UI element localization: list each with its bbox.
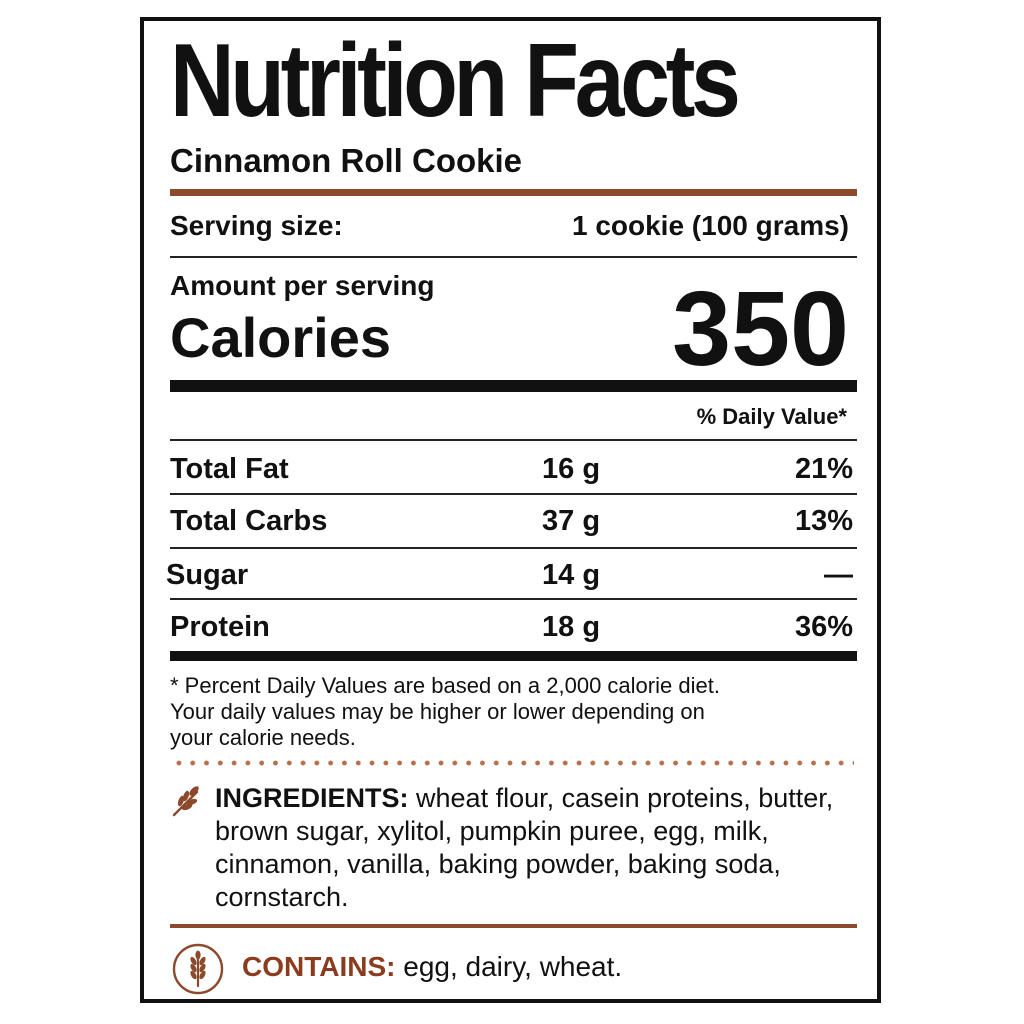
nutrition-label: Nutrition Facts Cinnamon Roll Cookie Ser… — [140, 17, 881, 1003]
nutrient-daily-value: 13% — [794, 505, 853, 537]
allergen-statement: CONTAINS: egg, dairy, wheat. — [242, 951, 622, 983]
footnote-line: your calorie needs. — [170, 725, 356, 750]
nutrient-daily-value: 36% — [794, 611, 853, 643]
nutrient-name: Protein — [170, 611, 270, 643]
divider — [170, 547, 857, 549]
nutrient-amount: 18 g — [542, 611, 601, 643]
wheat-icon — [172, 786, 199, 817]
nutrient-amount: 14 g — [542, 559, 601, 591]
nutrient-daily-value: 21% — [794, 453, 853, 485]
divider — [170, 439, 857, 441]
wheat-circle-icon — [172, 943, 224, 995]
serving-size-label: Serving size: — [170, 210, 343, 241]
nutrient-name: Total Carbs — [170, 505, 328, 537]
label-title: Nutrition Facts — [170, 23, 741, 139]
daily-value-footnote: * Percent Daily Values are based on a 2,… — [170, 673, 820, 751]
divider-brown — [170, 189, 857, 196]
ingredients-list: wheat flour, casein proteins, butter, br… — [215, 783, 834, 912]
dotted-divider — [172, 760, 854, 766]
footnote-line: Your daily values may be higher or lower… — [170, 699, 705, 724]
nutrient-daily-value: — — [824, 559, 853, 591]
divider — [170, 493, 857, 495]
contains-label: CONTAINS: — [242, 951, 396, 982]
nutrient-row-total-carbs: Total Carbs 37 g 13% — [170, 505, 857, 545]
serving-size-value: 1 cookie (100 grams) — [571, 210, 849, 241]
divider-thick — [170, 651, 857, 661]
product-name: Cinnamon Roll Cookie — [170, 142, 523, 179]
divider-brown — [170, 924, 857, 928]
nutrient-amount: 16 g — [542, 453, 601, 485]
ingredients-text: INGREDIENTS: wheat flour, casein protein… — [215, 782, 835, 914]
footnote-line: * Percent Daily Values are based on a 2,… — [170, 673, 720, 698]
nutrient-row-sugar: Sugar 14 g — — [166, 559, 853, 599]
calories-label: Calories — [170, 306, 391, 369]
nutrient-row-protein: Protein 18 g 36% — [170, 611, 857, 651]
ingredients-label: INGREDIENTS: — [215, 783, 409, 813]
daily-value-header: % Daily Value* — [696, 404, 847, 429]
calories-value: 350 — [672, 270, 849, 388]
nutrient-row-total-fat: Total Fat 16 g 21% — [170, 453, 857, 493]
nutrient-name: Total Fat — [170, 453, 289, 485]
divider — [170, 256, 857, 258]
nutrient-amount: 37 g — [542, 505, 601, 537]
amount-per-serving: Amount per serving — [170, 270, 435, 301]
divider-thick — [170, 380, 857, 392]
nutrient-name: Sugar — [166, 559, 249, 591]
contains-list: egg, dairy, wheat. — [395, 951, 623, 982]
divider — [170, 598, 857, 600]
